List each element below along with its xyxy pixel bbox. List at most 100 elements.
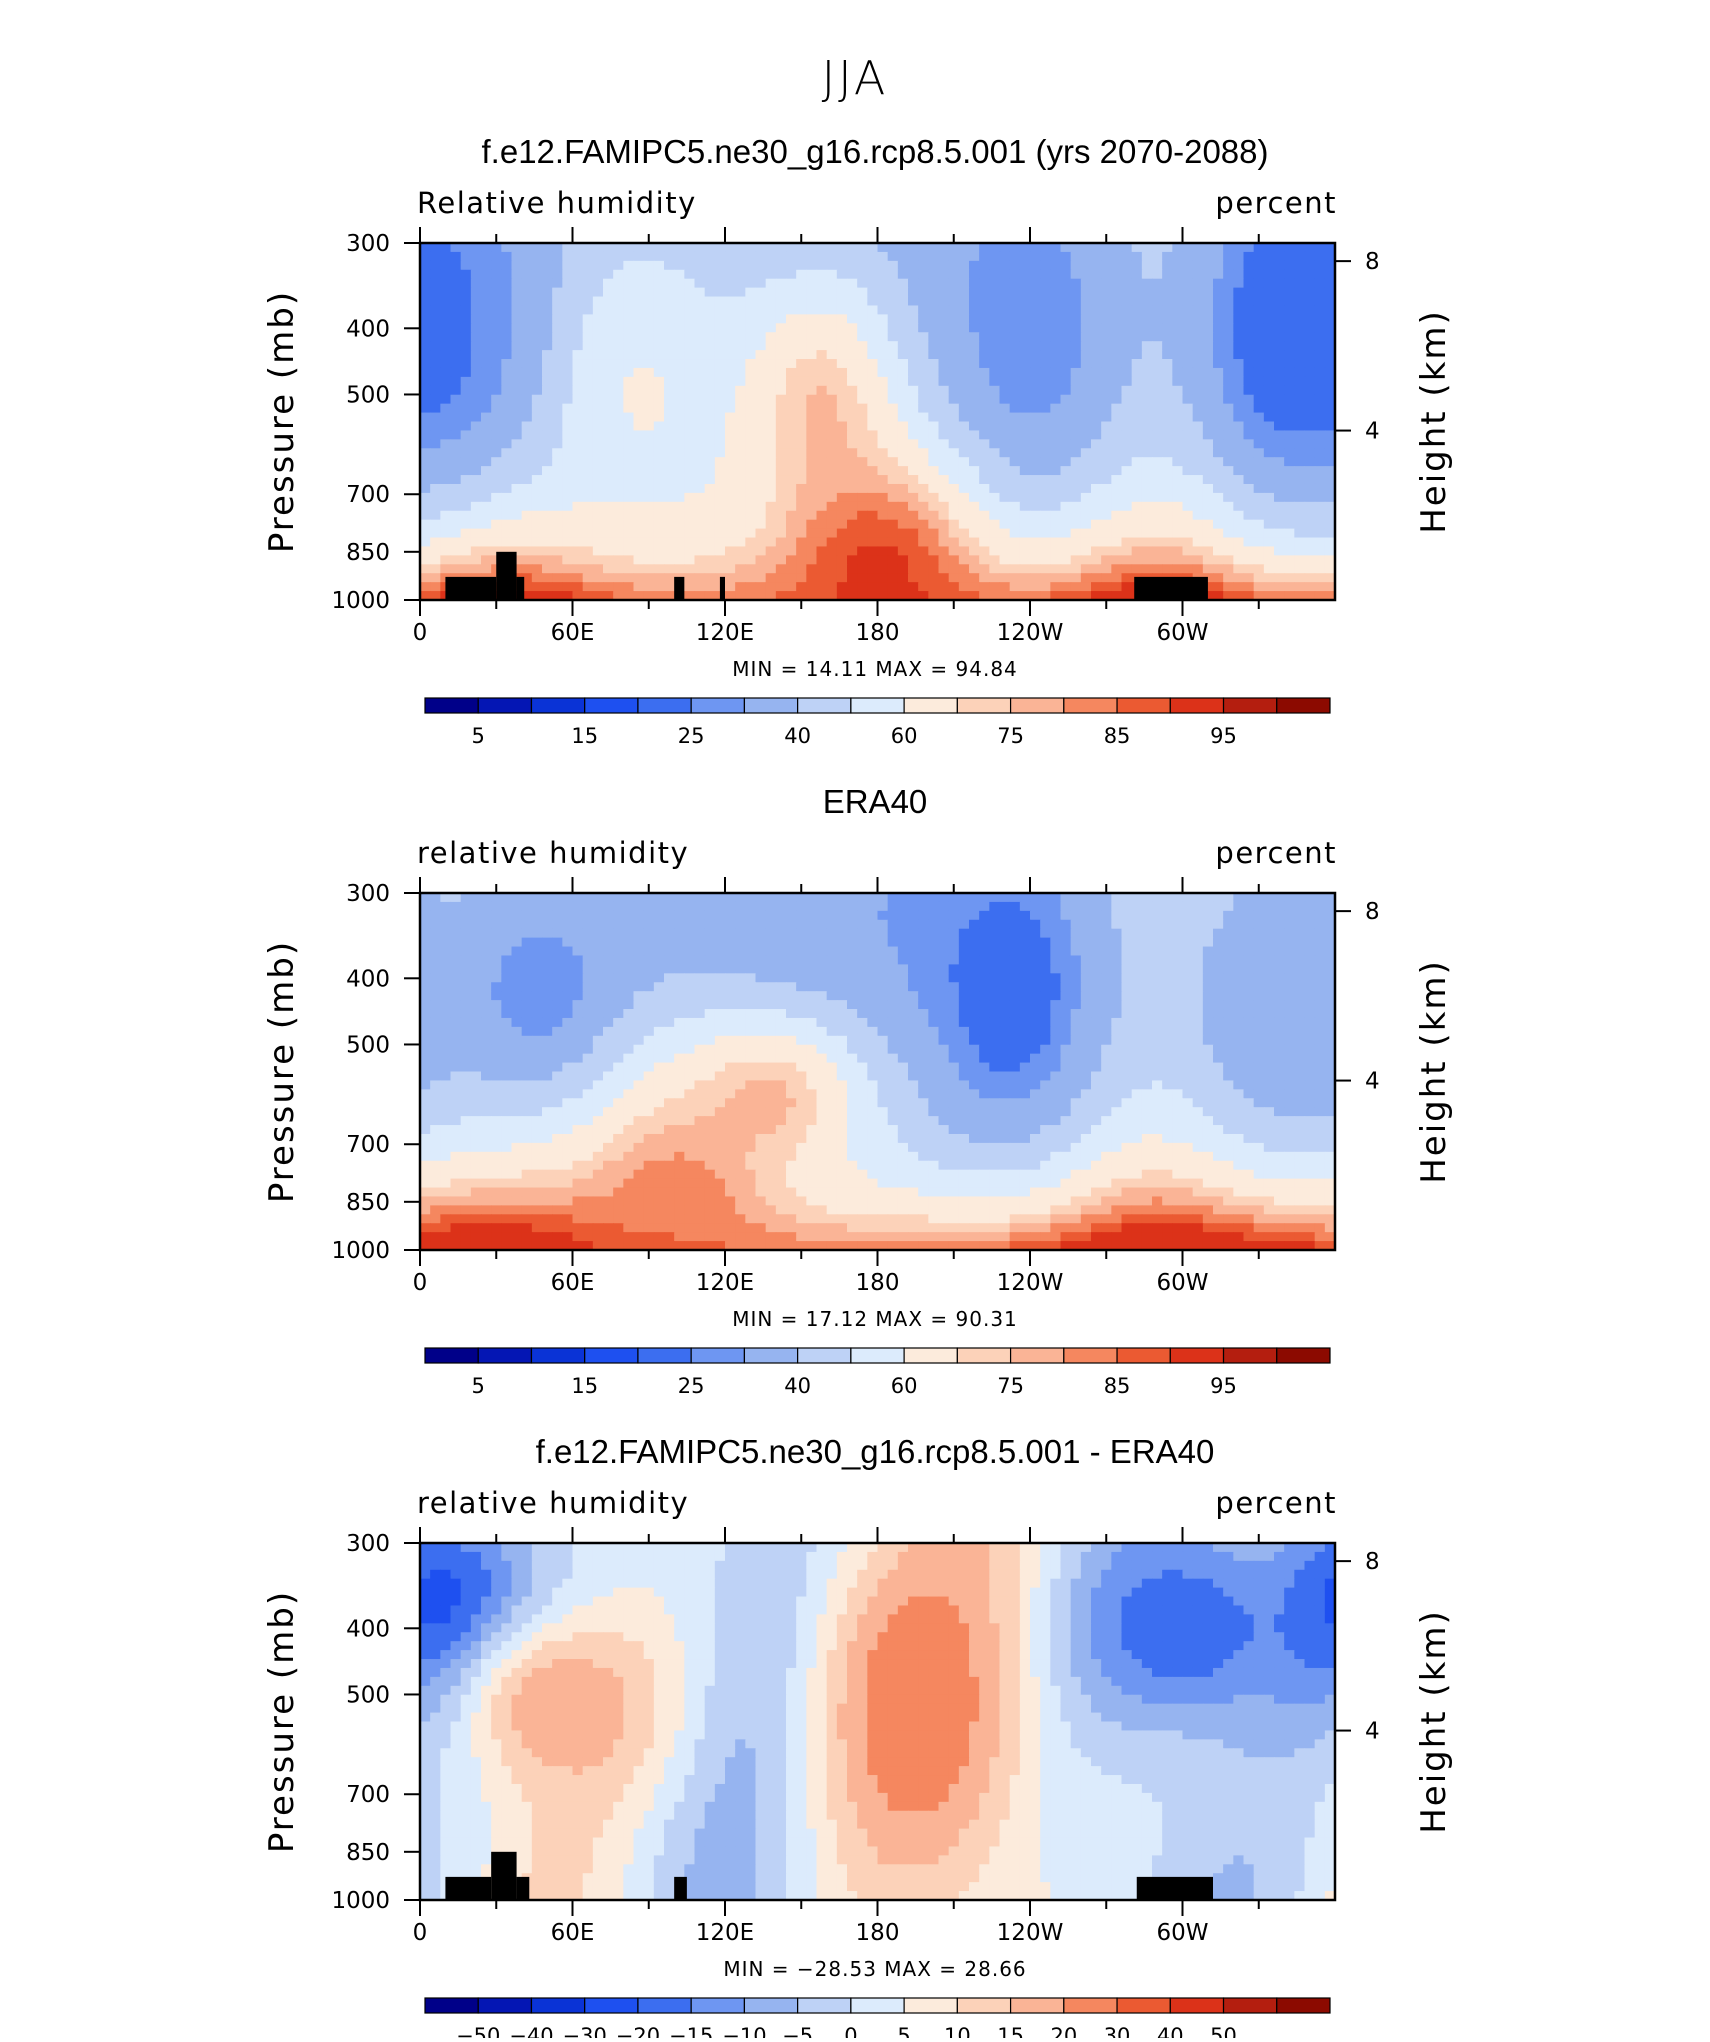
field-cell <box>837 395 848 405</box>
field-cell <box>898 555 909 565</box>
field-cell <box>562 1000 573 1010</box>
field-cell <box>939 430 950 440</box>
field-cell <box>1152 475 1163 485</box>
field-cell <box>806 323 817 333</box>
field-cell <box>644 555 655 565</box>
field-cell <box>806 484 817 494</box>
field-cell <box>786 386 797 396</box>
field-cell <box>1050 573 1061 583</box>
field-cell <box>501 395 512 405</box>
field-cell <box>928 493 939 503</box>
field-cell <box>1193 297 1204 307</box>
field-cell <box>1000 439 1011 449</box>
field-cell <box>491 404 502 414</box>
field-cell <box>471 546 482 556</box>
field-cell <box>949 386 960 396</box>
field-cell <box>735 332 746 342</box>
field-cell <box>1213 341 1224 351</box>
field-cell <box>451 422 462 432</box>
field-cell <box>745 511 756 521</box>
field-cell <box>1000 991 1011 1001</box>
field-cell <box>776 368 787 378</box>
field-cell <box>573 938 584 948</box>
field-cell <box>1162 261 1173 271</box>
field-cell <box>989 511 1000 521</box>
field-cell <box>908 305 919 315</box>
field-cell <box>430 564 441 574</box>
field-cell <box>1244 920 1255 930</box>
field-cell <box>644 386 655 396</box>
field-cell <box>1183 404 1194 414</box>
field-cell <box>1162 332 1173 342</box>
field-cell <box>1101 288 1112 298</box>
field-cell <box>776 893 787 903</box>
field-cell <box>756 457 767 467</box>
field-cell <box>949 947 960 957</box>
field-cell <box>1111 430 1122 440</box>
field-cell <box>603 973 614 983</box>
field-cell <box>898 368 909 378</box>
field-cell <box>1091 252 1102 262</box>
field-cell <box>1132 413 1143 423</box>
field-cell <box>1274 359 1285 369</box>
field-cell <box>674 1018 685 1028</box>
field-cell <box>613 991 624 1001</box>
field-cell <box>705 538 716 548</box>
field-cell <box>1284 297 1295 307</box>
field-cell <box>878 422 889 432</box>
field-cell <box>766 991 777 1001</box>
field-cell <box>837 457 848 467</box>
field-cell <box>430 1009 441 1019</box>
field-cell <box>1122 484 1133 494</box>
field-cell <box>1081 350 1092 360</box>
field-cell <box>817 938 828 948</box>
field-cell <box>532 1018 543 1028</box>
field-cell <box>684 520 695 530</box>
field-cell <box>776 955 787 965</box>
field-cell <box>1071 466 1082 476</box>
field-cell <box>725 261 736 271</box>
field-cell <box>573 529 584 539</box>
field-cell <box>430 305 441 315</box>
field-cell <box>1061 368 1072 378</box>
field-cell <box>1050 920 1061 930</box>
field-cell <box>898 511 909 521</box>
field-cell <box>878 1009 889 1019</box>
field-cell <box>634 457 645 467</box>
field-cell <box>979 430 990 440</box>
field-cell <box>440 538 451 548</box>
field-cell <box>1172 288 1183 298</box>
field-cell <box>817 288 828 298</box>
field-cell <box>522 314 533 324</box>
field-cell <box>471 902 482 912</box>
field-cell <box>1142 314 1153 324</box>
field-cell <box>827 261 838 271</box>
field-cell <box>806 475 817 485</box>
field-cell <box>1142 502 1153 512</box>
field-cell <box>837 520 848 530</box>
field-cell <box>1254 252 1265 262</box>
field-cell <box>827 404 838 414</box>
field-cell <box>1091 546 1102 556</box>
field-cell <box>552 529 563 539</box>
field-cell <box>603 252 614 262</box>
field-cell <box>867 982 878 992</box>
field-cell <box>1294 404 1305 414</box>
field-cell <box>451 430 462 440</box>
field-cell <box>1244 430 1255 440</box>
field-cell <box>695 404 706 414</box>
field-cell <box>817 341 828 351</box>
field-cell <box>1010 279 1021 289</box>
field-cell <box>786 261 797 271</box>
field-cell <box>969 546 980 556</box>
field-cell <box>959 350 970 360</box>
field-cell <box>1254 555 1265 565</box>
field-cell <box>461 261 472 271</box>
field-cell <box>745 359 756 369</box>
field-cell <box>623 270 634 280</box>
field-cell <box>1061 270 1072 280</box>
field-cell <box>471 350 482 360</box>
field-cell <box>451 305 462 315</box>
field-cell <box>786 564 797 574</box>
field-cell <box>664 261 675 271</box>
